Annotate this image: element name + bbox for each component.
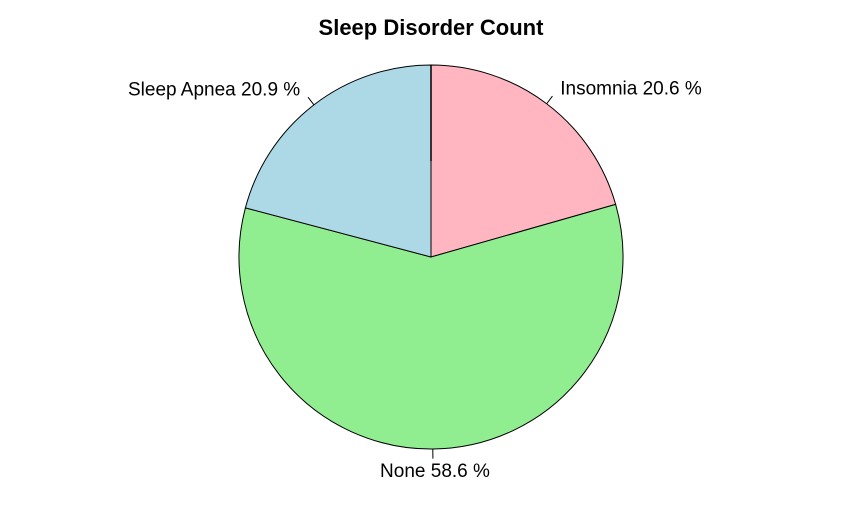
pie-slices <box>238 64 624 450</box>
leader-line-insomnia <box>546 95 553 105</box>
chart-title: Sleep Disorder Count <box>319 15 545 40</box>
slice-label-insomnia: Insomnia 20.6 % <box>560 78 702 99</box>
pie-slice-sleep-apnea <box>244 64 432 258</box>
leader-line-sleep-apnea <box>307 96 315 106</box>
slice-label-sleep-apnea: Sleep Apnea 20.9 % <box>128 80 300 101</box>
slice-label-none: None 58.6 % <box>380 461 490 482</box>
pie-labels: Insomnia 20.6 % None 58.6 % Sleep Apnea 20… <box>128 78 702 482</box>
